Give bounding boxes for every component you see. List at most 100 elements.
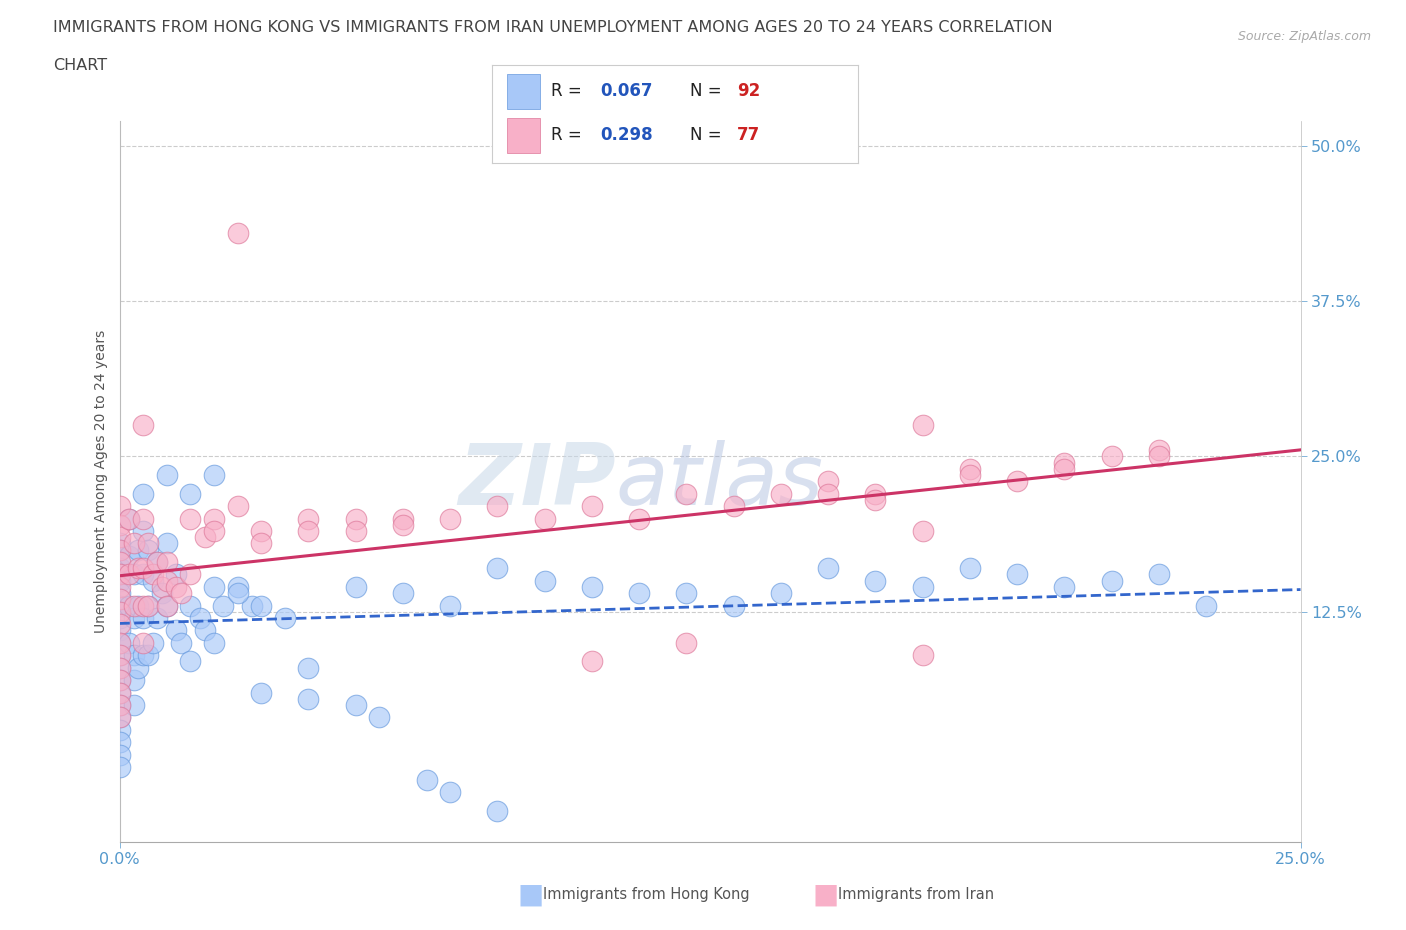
Point [108,660,131,675]
Point [212,598,235,613]
Point [297,691,319,706]
Point [108,723,131,737]
Point [581,498,603,513]
Point [108,530,131,545]
Point [136,542,159,557]
Point [959,468,981,483]
Point [127,542,149,557]
Point [226,579,249,594]
Point [769,486,792,501]
Point [122,536,145,551]
Text: ■: ■ [517,881,544,909]
Text: 77: 77 [737,126,761,144]
Text: CHART: CHART [53,58,107,73]
Point [108,567,131,582]
Point [156,468,179,483]
Point [132,418,155,432]
Point [226,586,249,601]
Text: N =: N = [689,126,727,144]
Point [817,486,839,501]
Point [911,418,934,432]
Bar [506,73,540,109]
Point [1147,449,1170,464]
Point [188,610,211,625]
Point [628,512,651,526]
Text: Immigrants from Iran: Immigrants from Iran [838,887,994,902]
Point [146,610,169,625]
Point [486,804,509,818]
Point [769,586,792,601]
Point [581,579,603,594]
Point [202,512,225,526]
Text: 0.067: 0.067 [600,83,652,100]
Point [165,623,187,638]
Point [817,474,839,489]
Point [415,772,437,787]
Point [108,635,131,650]
Text: IMMIGRANTS FROM HONG KONG VS IMMIGRANTS FROM IRAN UNEMPLOYMENT AMONG AGES 20 TO : IMMIGRANTS FROM HONG KONG VS IMMIGRANTS … [53,20,1053,35]
Point [122,598,145,613]
Point [132,524,155,538]
Point [108,648,131,663]
Point [108,610,131,625]
Point [118,598,141,613]
Point [439,512,461,526]
Point [127,561,149,576]
Point [1195,598,1218,613]
Point [250,536,273,551]
Point [1101,573,1123,588]
Point [118,549,141,564]
Point [156,573,179,588]
Point [122,648,145,663]
Point [108,685,131,700]
Point [368,710,391,724]
Point [911,648,934,663]
Point [202,635,225,650]
Point [274,610,297,625]
Point [108,685,131,700]
Point [142,573,165,588]
Point [150,579,173,594]
Point [533,573,555,588]
Point [240,598,263,613]
Point [150,586,173,601]
Point [202,524,225,538]
Point [170,635,193,650]
Point [156,598,179,613]
Point [1147,567,1170,582]
Text: atlas: atlas [616,440,824,523]
Point [170,586,193,601]
Point [146,554,169,569]
Point [439,785,461,800]
Point [108,591,131,606]
Y-axis label: Unemployment Among Ages 20 to 24 years: Unemployment Among Ages 20 to 24 years [94,329,108,633]
Point [179,567,201,582]
Point [108,623,131,638]
Point [136,536,159,551]
Text: 92: 92 [737,83,761,100]
Point [156,598,179,613]
Text: N =: N = [689,83,727,100]
Point [132,635,155,650]
Text: 0.298: 0.298 [600,126,652,144]
Point [179,598,201,613]
Point [108,498,131,513]
Point [108,635,131,650]
Point [817,561,839,576]
Point [1101,449,1123,464]
Point [142,567,165,582]
Point [108,617,131,631]
Point [675,586,697,601]
Point [250,598,273,613]
Point [132,486,155,501]
Point [1005,474,1028,489]
Point [911,579,934,594]
Text: Immigrants from Hong Kong: Immigrants from Hong Kong [543,887,749,902]
Point [179,654,201,669]
Point [132,567,155,582]
Text: ZIP: ZIP [458,440,616,523]
Point [193,623,215,638]
Point [108,517,131,532]
Point [108,554,131,569]
Point [156,554,179,569]
